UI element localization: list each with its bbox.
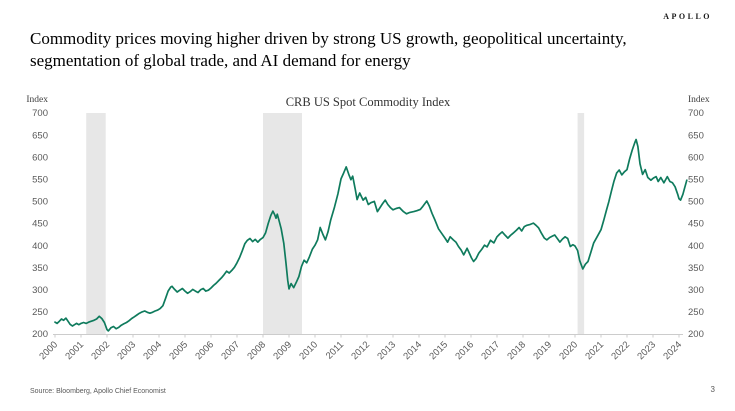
recession-band: [577, 113, 585, 334]
x-tick-label: 2021: [583, 339, 606, 362]
x-tick-label: 2018: [505, 339, 528, 362]
crb-index-line: [54, 138, 688, 332]
source-note: Source: Bloomberg, Apollo Chief Economis…: [30, 388, 166, 395]
y-tick-label-left: 400: [32, 241, 48, 252]
x-tick-label: 2002: [89, 339, 112, 362]
y-axis-title-left: Index: [26, 95, 48, 105]
x-axis-tick-labels: 2000 2001 2002 2003 2004 2005 2006 2007 2008 2009…: [37, 339, 684, 362]
x-tick-label: 2005: [167, 339, 190, 362]
x-tick-label: 2019: [531, 339, 554, 362]
y-tick-label-left: 700: [32, 108, 48, 119]
y-tick-label-left: 450: [32, 219, 48, 230]
x-tick-label: 2012: [349, 339, 372, 362]
x-tick-label: 2024: [661, 339, 684, 362]
y-tick-label-right: 400: [688, 241, 704, 252]
y-tick-label-left: 650: [32, 130, 48, 141]
x-tick-label: 2010: [297, 339, 320, 362]
y-tick-label-right: 450: [688, 219, 704, 230]
page-number: 3: [710, 385, 715, 394]
y-axis-tick-labels-right: 700 650 600 550 500 450 400 350 300 250 200: [688, 108, 704, 340]
x-tick-label: 2008: [245, 339, 268, 362]
y-tick-label-left: 500: [32, 197, 48, 208]
x-tick-label: 2001: [63, 339, 86, 362]
series-lines: [54, 138, 688, 332]
y-tick-label-left: 250: [32, 307, 48, 318]
apollo-logo: APOLLO: [663, 12, 712, 21]
y-tick-label-left: 550: [32, 175, 48, 186]
y-tick-label-right: 600: [688, 152, 704, 163]
slide-title: Commodity prices moving higher driven by…: [30, 29, 627, 71]
y-tick-label-right: 250: [688, 307, 704, 318]
x-tick-label: 2011: [324, 339, 346, 361]
y-tick-label-right: 550: [688, 175, 704, 186]
x-tick-label: 2017: [479, 339, 502, 362]
x-tick-label: 2020: [557, 339, 580, 362]
x-tick-label: 2006: [193, 339, 216, 362]
x-tick-label: 2022: [609, 339, 632, 362]
x-tick-label: 2009: [271, 339, 294, 362]
y-tick-label-right: 300: [688, 285, 704, 296]
x-tick-label: 2004: [141, 339, 164, 362]
x-tick-label: 2007: [219, 339, 242, 362]
y-tick-label-right: 200: [688, 329, 704, 340]
y-tick-label-left: 300: [32, 285, 48, 296]
x-tick-label: 2000: [37, 339, 60, 362]
y-tick-label-right: 350: [688, 263, 704, 274]
y-axis-title-right: Index: [688, 95, 710, 105]
axes: [53, 334, 683, 338]
y-axis-tick-labels-left: 700 650 600 550 500 450 400 350 300 250 200: [32, 108, 48, 340]
x-tick-label: 2015: [427, 339, 450, 362]
y-tick-label-left: 200: [32, 329, 48, 340]
x-tick-label: 2014: [401, 339, 424, 362]
chart-title: CRB US Spot Commodity Index: [286, 95, 451, 109]
x-tick-label: 2003: [115, 339, 138, 362]
recession-bands: [86, 113, 585, 334]
x-tick-label: 2023: [635, 339, 658, 362]
y-tick-label-right: 700: [688, 108, 704, 119]
y-tick-label-left: 350: [32, 263, 48, 274]
y-tick-label-right: 500: [688, 197, 704, 208]
recession-band: [263, 113, 302, 334]
x-tick-label: 2013: [375, 339, 398, 362]
x-tick-label: 2016: [453, 339, 476, 362]
y-tick-label-right: 650: [688, 130, 704, 141]
y-tick-label-left: 600: [32, 152, 48, 163]
recession-band: [86, 113, 106, 334]
